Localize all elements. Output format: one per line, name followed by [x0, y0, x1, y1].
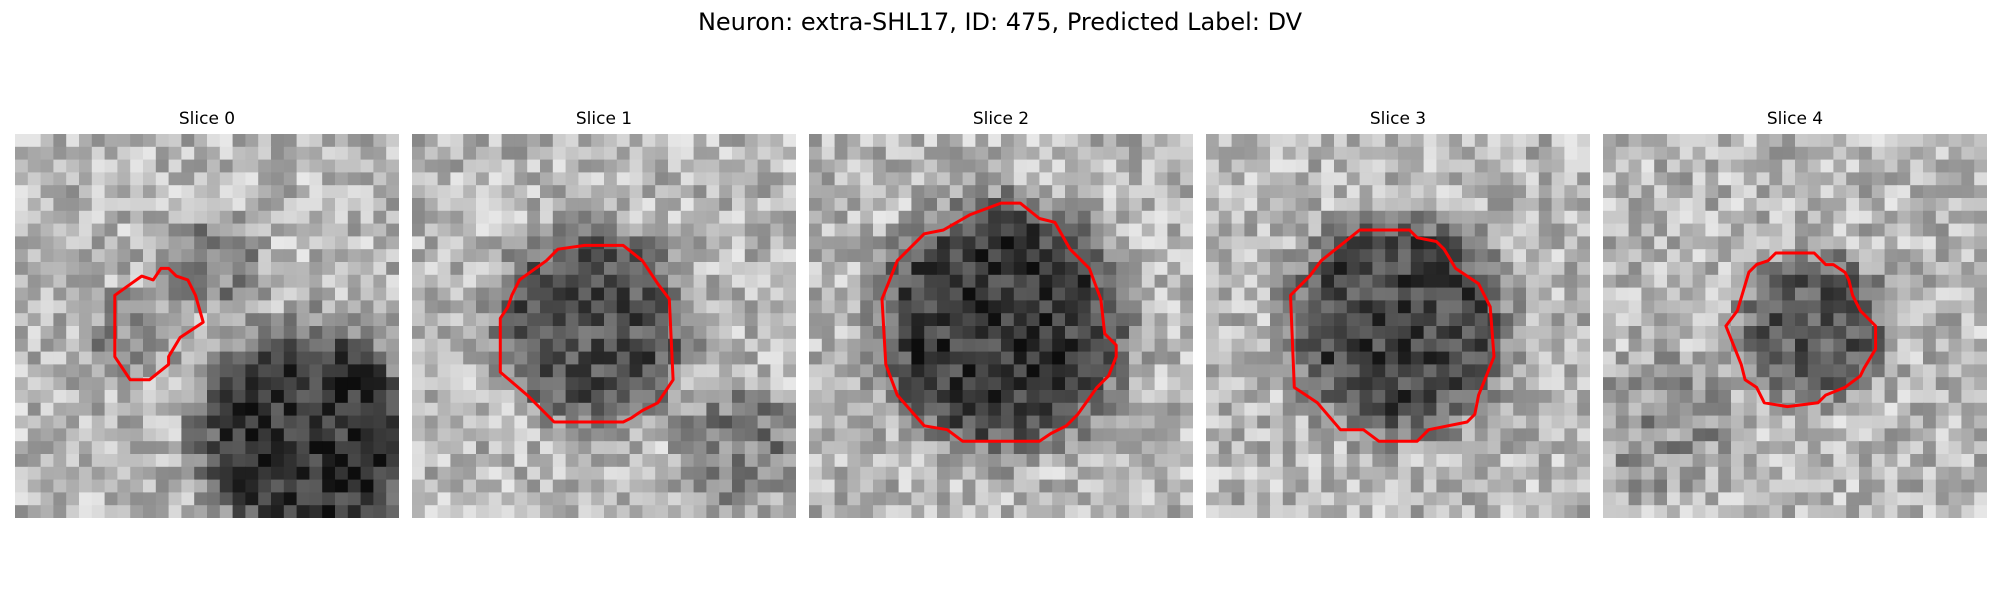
slice-image-4 [1603, 134, 1987, 518]
figure-title: Neuron: extra-SHL17, ID: 475, Predicted … [697, 8, 1303, 36]
segmentation-contour [880, 201, 1118, 443]
tissue-texture [412, 134, 796, 518]
slice-title-3: Slice 3 [1369, 109, 1427, 129]
segmentation-contour [1724, 251, 1878, 409]
slice-image-1 [412, 134, 796, 518]
slice-image-3 [1206, 134, 1590, 518]
tissue-texture [15, 134, 399, 518]
segmentation-contour [113, 266, 205, 382]
slice-image-0 [15, 134, 399, 518]
tissue-texture [809, 134, 1193, 518]
segmentation-contour [1289, 228, 1496, 443]
slice-title-1: Slice 1 [575, 109, 633, 129]
tissue-texture [1206, 134, 1590, 518]
slice-title-4: Slice 4 [1766, 109, 1824, 129]
slice-title-0: Slice 0 [178, 109, 236, 129]
tissue-texture [1603, 134, 1987, 518]
slice-image-2 [809, 134, 1193, 518]
segmentation-contour [498, 243, 675, 424]
slice-title-2: Slice 2 [972, 109, 1030, 129]
